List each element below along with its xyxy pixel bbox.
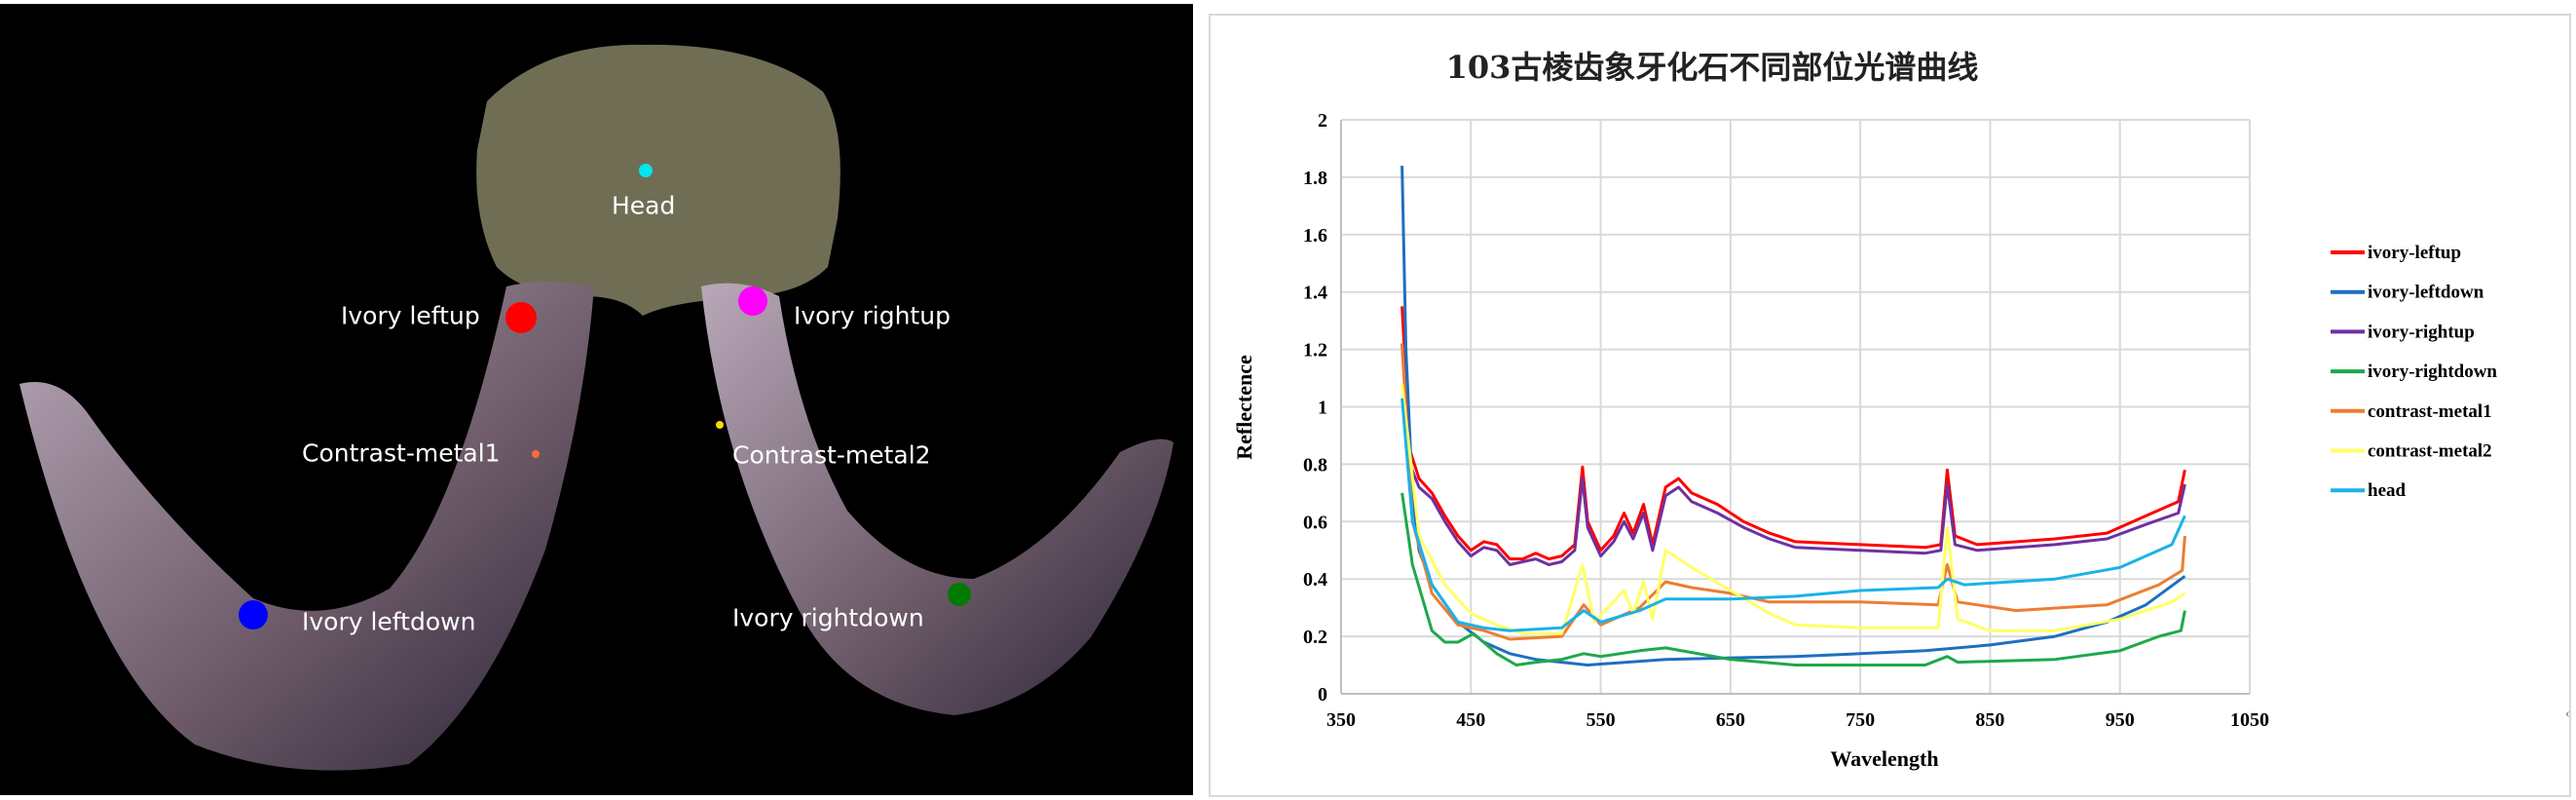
label-head: Head <box>612 191 676 220</box>
legend-label: head <box>2368 480 2407 501</box>
y-tick-label: 0.4 <box>1303 569 1327 590</box>
y-tick-label: 0 <box>1318 684 1327 705</box>
series-line-ivory-rightdown <box>1400 492 2186 667</box>
edge-mark: ‹ <box>2565 706 2570 721</box>
x-tick-label: 1050 <box>2230 709 2269 731</box>
x-tick-label: 650 <box>1716 709 1745 731</box>
legend-label: ivory-rightup <box>2368 322 2475 342</box>
head-marker <box>639 164 653 177</box>
series-line-ivory-leftdown <box>1400 166 2186 667</box>
label-contrast-metal1: Contrast-metal1 <box>302 438 501 468</box>
label-ivory-rightdown: Ivory rightdown <box>732 603 924 632</box>
ivory-leftdown-marker <box>239 600 268 629</box>
hyperspectral-fossil-image: Head Ivory leftup Ivory rightup Contrast… <box>0 4 1193 795</box>
left-tusk <box>19 282 594 771</box>
ivory-rightdown-marker <box>948 583 971 606</box>
label-ivory-rightup: Ivory rightup <box>794 301 951 330</box>
chart-title: 103古棱齿象牙化石不同部位光谱曲线 <box>1446 49 1979 86</box>
x-tick-label: 350 <box>1326 709 1356 731</box>
legend-label: ivory-leftdown <box>2368 283 2484 303</box>
x-axis-label: Wavelength <box>1830 746 1938 771</box>
series-line-contrast-metal1 <box>1400 343 2186 641</box>
label-contrast-metal2: Contrast-metal2 <box>732 440 931 470</box>
contrast-metal2-marker <box>716 421 724 429</box>
series-line-ivory-rightup <box>1400 343 2186 566</box>
y-tick-label: 2 <box>1318 110 1327 132</box>
y-tick-label: 1.4 <box>1303 283 1327 304</box>
series-line-contrast-metal2 <box>1400 383 2186 635</box>
y-axis-label: Reflectence <box>1232 355 1256 460</box>
y-tick-label: 0.2 <box>1303 627 1327 648</box>
skull-shape <box>476 44 840 317</box>
legend-label: contrast-metal1 <box>2368 401 2492 422</box>
x-tick-label: 850 <box>1975 709 2004 731</box>
x-tick-label: 750 <box>1846 709 1875 731</box>
legend-label: ivory-leftup <box>2368 243 2461 263</box>
spectral-chart-panel: 103古棱齿象牙化石不同部位光谱曲线 0 0.2 0.4 0.6 0.8 1 1.2 1.4 1… <box>1209 14 2571 797</box>
y-tick-label: 0.6 <box>1303 512 1327 533</box>
legend-label: contrast-metal2 <box>2368 441 2492 462</box>
label-ivory-leftup: Ivory leftup <box>341 301 480 330</box>
ivory-rightup-marker <box>738 286 767 316</box>
x-tick-label: 450 <box>1456 709 1485 731</box>
y-tick-label: 0.8 <box>1303 454 1327 476</box>
contrast-metal1-marker <box>532 450 540 458</box>
series-line-head <box>1400 398 2186 632</box>
fossil-silhouette <box>19 44 1174 771</box>
y-tick-label: 1.6 <box>1303 225 1327 247</box>
spectral-chart: 103古棱齿象牙化石不同部位光谱曲线 0 0.2 0.4 0.6 0.8 1 1.2 1.4 1… <box>1232 49 2497 771</box>
x-tick-label: 550 <box>1587 709 1616 731</box>
x-tick-label: 950 <box>2106 709 2135 731</box>
right-tusk <box>701 283 1174 715</box>
y-tick-label: 1.8 <box>1303 168 1327 189</box>
ivory-leftup-marker <box>505 302 537 333</box>
label-ivory-leftdown: Ivory leftdown <box>302 607 476 636</box>
y-tick-label: 1 <box>1318 398 1327 419</box>
series-line-ivory-leftup <box>1400 306 2186 561</box>
y-tick-label: 1.2 <box>1303 340 1327 362</box>
legend-label: ivory-rightdown <box>2368 362 2497 382</box>
